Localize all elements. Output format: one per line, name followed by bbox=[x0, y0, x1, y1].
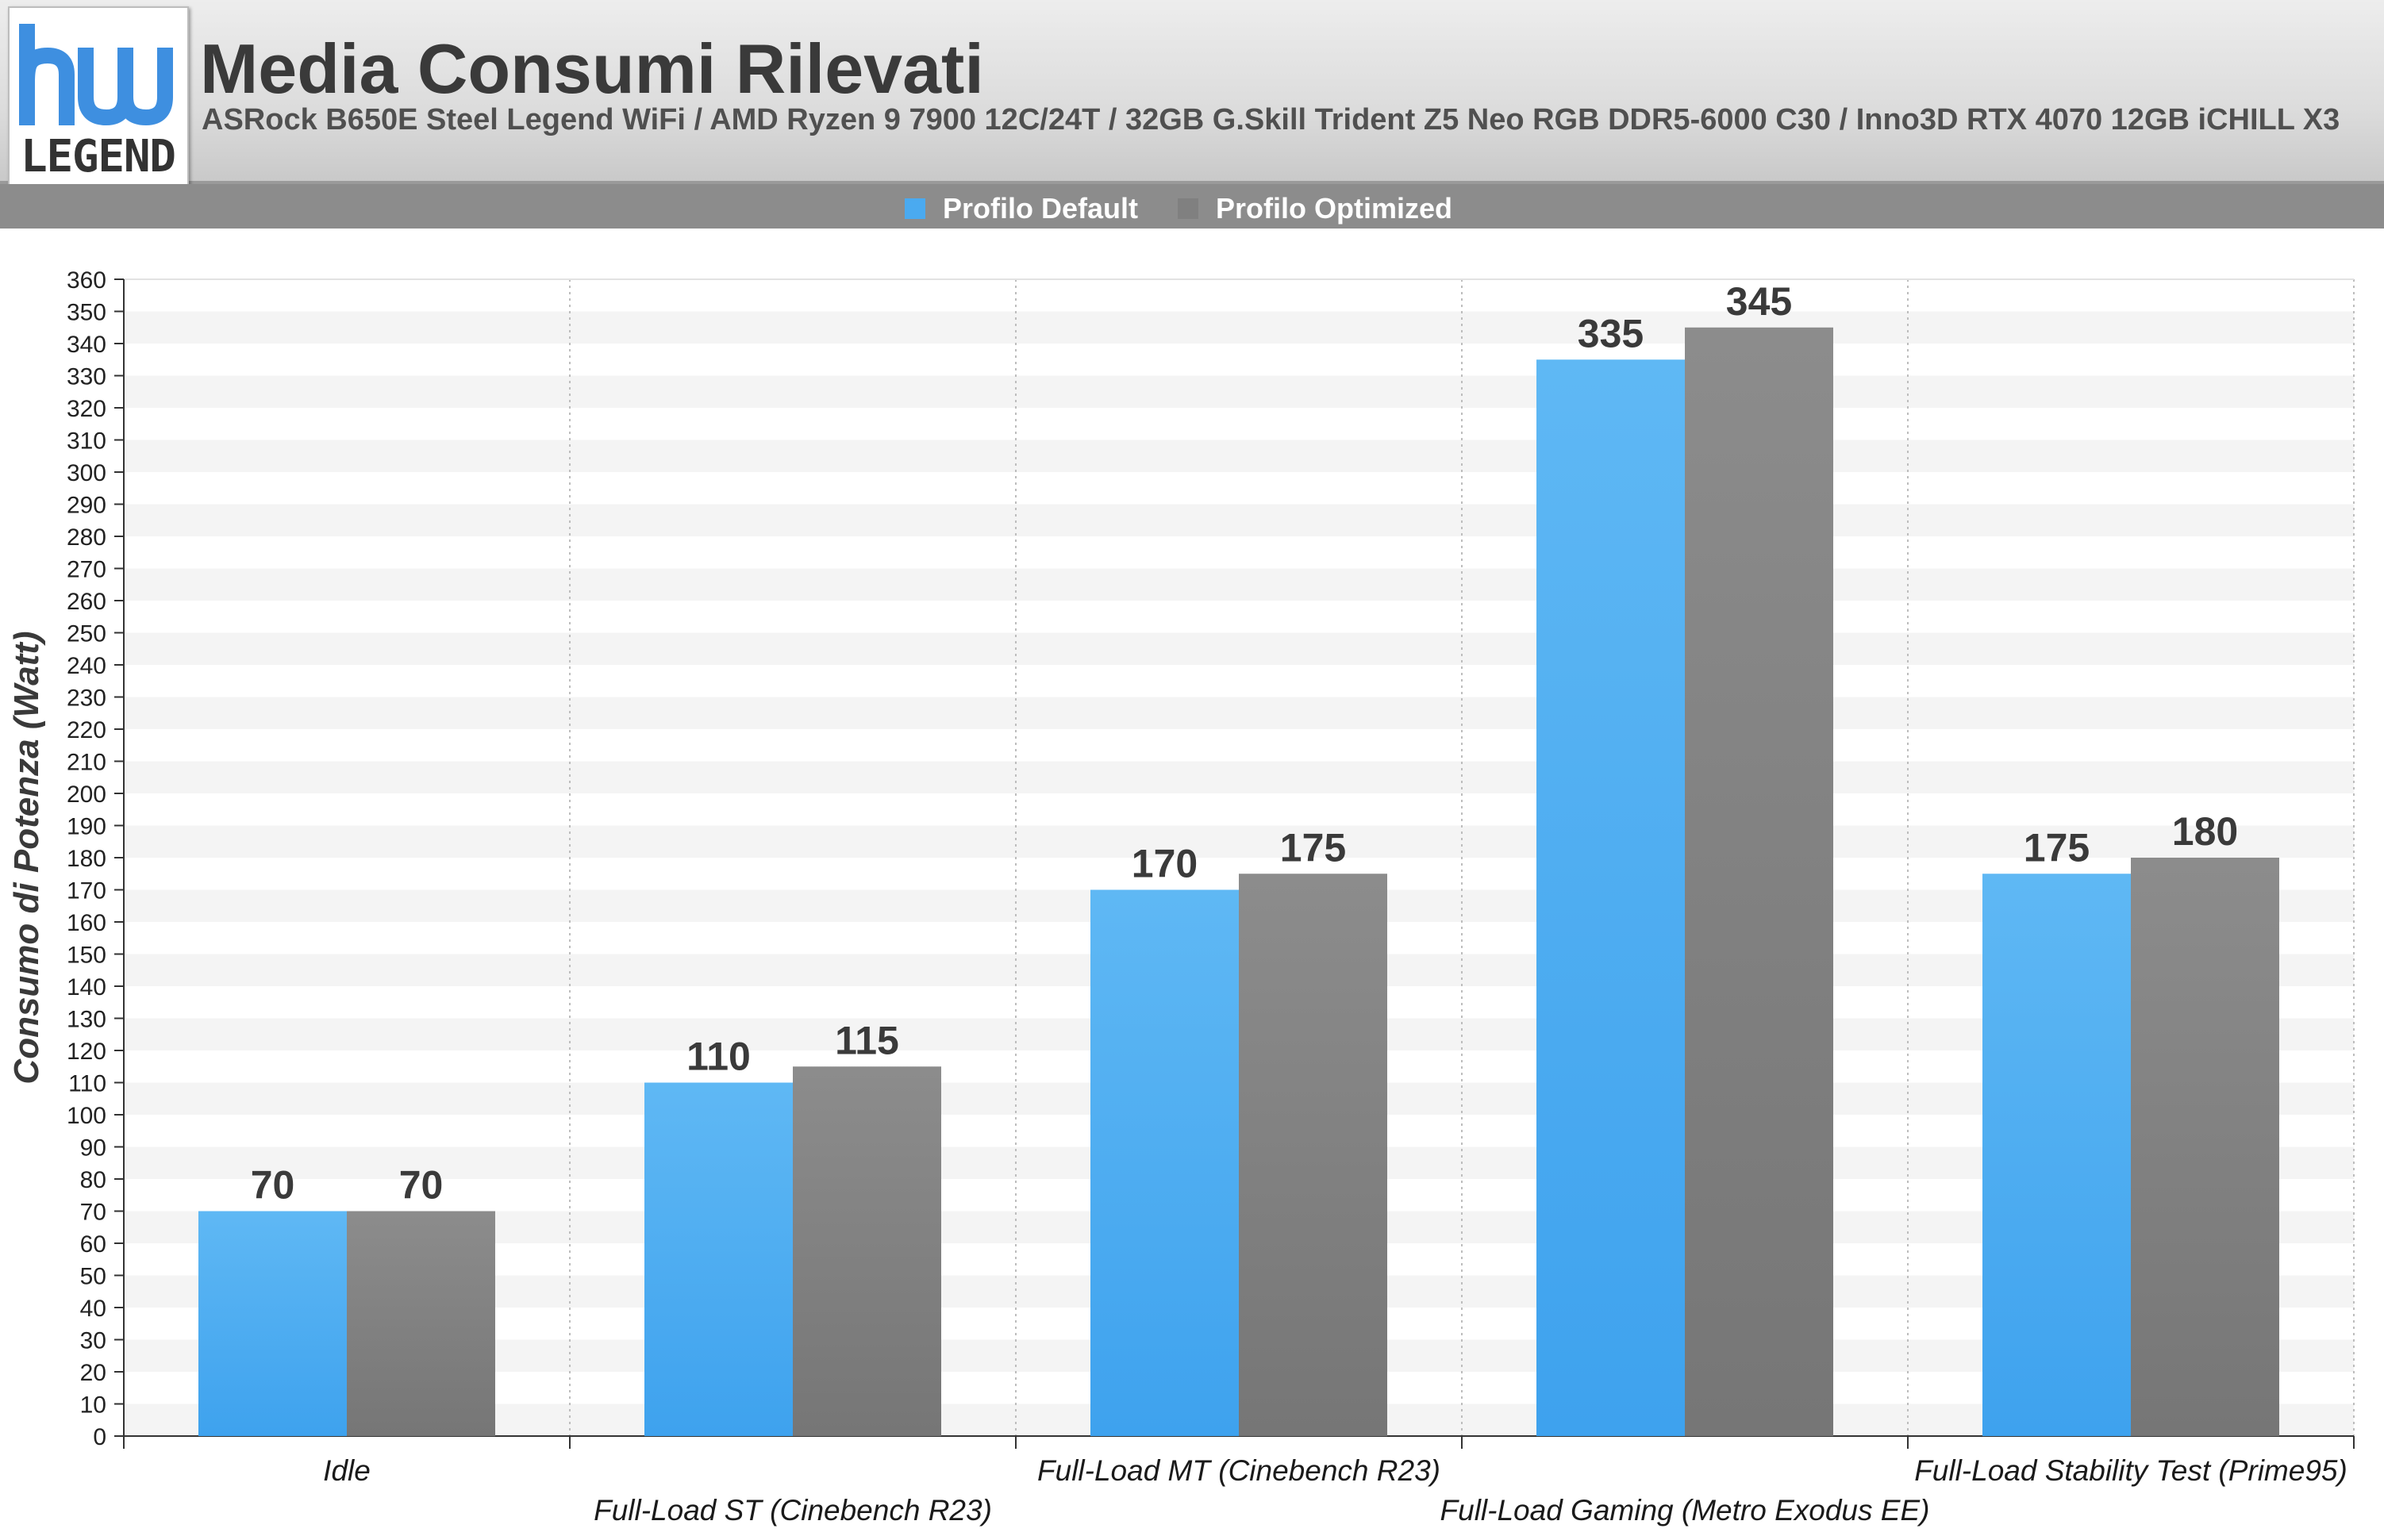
grid-band bbox=[124, 440, 2354, 472]
bar-optimized bbox=[793, 1066, 941, 1436]
y-tick-label: 350 bbox=[67, 300, 106, 326]
bar-optimized bbox=[1239, 874, 1387, 1436]
bar-default bbox=[1090, 889, 1239, 1436]
chart-title: Media Consumi Rilevati bbox=[200, 29, 984, 108]
y-tick-label: 300 bbox=[67, 460, 106, 486]
legend: Profilo Default Profilo Optimized bbox=[0, 184, 2384, 229]
legend-label-optimized: Profilo Optimized bbox=[1216, 192, 1453, 225]
y-tick-label: 230 bbox=[67, 686, 106, 712]
y-tick-label: 250 bbox=[67, 621, 106, 647]
data-label-default: 70 bbox=[251, 1163, 295, 1208]
y-axis-title: Consumo di Potenza (Watt) bbox=[7, 631, 46, 1084]
x-tick-label: Idle bbox=[323, 1454, 371, 1487]
y-tick-label: 100 bbox=[67, 1103, 106, 1129]
bar-default bbox=[644, 1082, 793, 1436]
data-label-optimized: 70 bbox=[399, 1163, 444, 1208]
y-tick-label: 40 bbox=[80, 1296, 106, 1322]
bar-optimized bbox=[2131, 858, 2279, 1436]
data-label-optimized: 175 bbox=[1280, 825, 1346, 870]
data-label-optimized: 180 bbox=[2172, 809, 2238, 854]
chart-subtitle: ASRock B650E Steel Legend WiFi / AMD Ryz… bbox=[202, 103, 2340, 136]
grid-band bbox=[124, 697, 2354, 729]
chart-header: LEGEND Media Consumi Rilevati ASRock B65… bbox=[0, 0, 2384, 186]
grid-band bbox=[124, 504, 2354, 536]
grid-band bbox=[124, 761, 2354, 793]
y-tick-label: 190 bbox=[67, 814, 106, 840]
bar-optimized bbox=[347, 1211, 495, 1436]
y-tick-label: 360 bbox=[67, 267, 106, 294]
y-tick-label: 290 bbox=[67, 493, 106, 519]
y-tick-label: 0 bbox=[93, 1424, 106, 1450]
y-tick-label: 210 bbox=[67, 750, 106, 776]
y-tick-label: 140 bbox=[67, 974, 106, 1000]
legend-swatch-default bbox=[905, 198, 925, 219]
y-tick-label: 260 bbox=[67, 589, 106, 615]
legend-label-default: Profilo Default bbox=[943, 192, 1139, 225]
y-tick-label: 30 bbox=[80, 1328, 106, 1354]
hwlegend-logo: LEGEND bbox=[8, 6, 189, 186]
x-tick-label: Full-Load MT (Cinebench R23) bbox=[1037, 1454, 1440, 1487]
data-label-default: 335 bbox=[1578, 311, 1644, 355]
y-tick-label: 200 bbox=[67, 782, 106, 808]
data-label-default: 110 bbox=[686, 1035, 751, 1079]
bar-chart: 0 10 20 30 40 50 60 70 80 90 100 110 120 130 140 150 160… bbox=[7, 267, 2355, 1527]
legend-item-optimized: Profilo Optimized bbox=[1178, 192, 1452, 225]
grid-band bbox=[124, 632, 2354, 665]
bar-default bbox=[1536, 359, 1685, 1436]
y-tick-label: 220 bbox=[67, 717, 106, 743]
x-tick-label: Full-Load ST (Cinebench R23) bbox=[594, 1494, 992, 1527]
y-tick-label: 20 bbox=[80, 1360, 106, 1386]
data-label-default: 175 bbox=[2024, 825, 2090, 870]
y-tick-label: 130 bbox=[67, 1007, 106, 1033]
data-label-optimized: 115 bbox=[835, 1018, 899, 1062]
y-tick-label: 150 bbox=[67, 943, 106, 969]
y-tick-label: 280 bbox=[67, 524, 106, 551]
legend-item-default: Profilo Default bbox=[905, 192, 1138, 225]
y-tick-label: 70 bbox=[80, 1200, 106, 1226]
y-tick-label: 60 bbox=[80, 1231, 106, 1258]
y-tick-label: 10 bbox=[80, 1392, 106, 1419]
logo-label: LEGEND bbox=[21, 131, 176, 182]
y-tick-label: 160 bbox=[67, 910, 106, 936]
grid-band bbox=[124, 375, 2354, 408]
y-tick-label: 330 bbox=[67, 364, 106, 390]
y-tick-label: 240 bbox=[67, 653, 106, 679]
y-tick-label: 180 bbox=[67, 846, 106, 872]
legend-swatch-optimized bbox=[1178, 198, 1198, 219]
bar-optimized bbox=[1685, 327, 1833, 1436]
grid-band bbox=[124, 568, 2354, 601]
y-tick-label: 170 bbox=[67, 878, 106, 904]
y-tick-label: 80 bbox=[80, 1167, 106, 1193]
y-tick-label: 50 bbox=[80, 1264, 106, 1290]
x-tick-label: Full-Load Gaming (Metro Exodus EE) bbox=[1440, 1494, 1930, 1527]
y-tick-label: 90 bbox=[80, 1135, 106, 1162]
bar-default bbox=[198, 1211, 347, 1436]
data-label-default: 170 bbox=[1132, 842, 1198, 886]
x-tick-label: Full-Load Stability Test (Prime95) bbox=[1914, 1454, 2347, 1487]
y-tick-label: 320 bbox=[67, 396, 106, 422]
bar-default bbox=[1982, 874, 2131, 1436]
data-label-optimized: 345 bbox=[1726, 279, 1792, 324]
y-tick-label: 110 bbox=[68, 1071, 106, 1097]
y-tick-label: 340 bbox=[67, 332, 106, 358]
y-tick-label: 270 bbox=[67, 557, 106, 583]
grid-band bbox=[124, 311, 2354, 344]
y-tick-label: 120 bbox=[67, 1039, 106, 1065]
y-tick-label: 310 bbox=[67, 428, 106, 455]
grid-band bbox=[124, 825, 2354, 858]
